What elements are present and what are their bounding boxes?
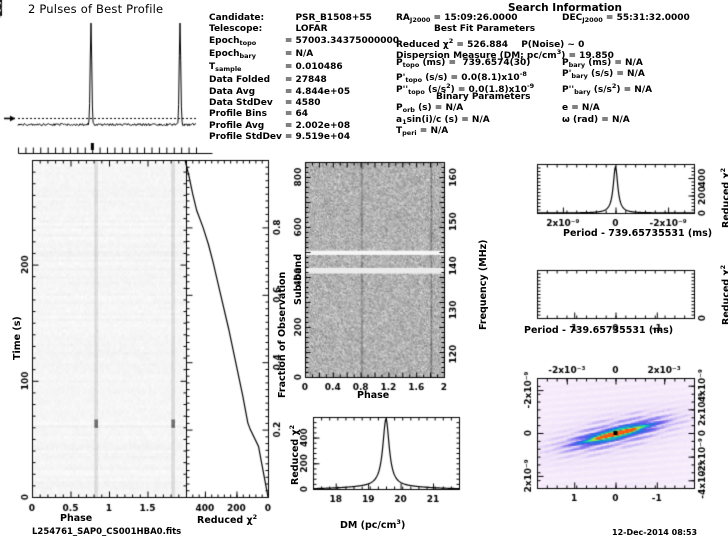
data-stddev-eq: =	[284, 98, 293, 109]
profile-bins-label: Profile Bins	[209, 109, 267, 120]
asini-label: a1sin(i)/c (s) =	[396, 114, 472, 126]
profile-avg-eq: =	[284, 120, 293, 131]
data-folded-value: 27848	[295, 75, 327, 86]
porb-label: Porb (s) =	[396, 103, 446, 115]
pdot-bary-label: P'bary (s/s) =	[562, 69, 628, 81]
candidate-info-row: Epochtopo = 57003.34375000000	[209, 36, 399, 49]
epoch-topo-value: 57003.34375000000	[295, 35, 400, 46]
telescope-value: LOFAR	[295, 24, 328, 35]
eccentricity-value: N/A	[581, 103, 600, 114]
t-sample-value: 0.010486	[295, 62, 343, 73]
candidate-info-row: Profile Bins = 64	[209, 109, 399, 120]
omega-value: N/A	[611, 114, 630, 125]
cumchi2-xlabel: Reduced χ2	[197, 513, 258, 526]
telescope-eq	[285, 24, 296, 35]
candidate-info-row: Data Folded = 27848	[209, 75, 399, 86]
profile-avg-value: 2.002e+08	[295, 120, 351, 131]
eccentricity-label: e =	[562, 103, 582, 114]
omega-label: ω (rad) =	[562, 114, 612, 125]
epoch-bary-value: N/A	[295, 48, 314, 59]
render-datestamp: 12-Dec-2014 08:53	[612, 528, 698, 537]
timephase-ylabel: Time (s)	[12, 316, 23, 360]
cumchi2-ylabel: Fraction of Observation	[277, 271, 288, 398]
epoch-bary-label: Epochbary	[209, 48, 256, 60]
pdot-xlabel: Period - 739.65735531 (ms)	[563, 228, 713, 239]
data-folded-eq: =	[284, 75, 293, 86]
period-ylabel: Reduced χ2	[719, 264, 728, 325]
pddot-topo-row: P''topo (s/s2) = 0.0(1.8)x10-9 P''bary (…	[396, 81, 728, 96]
t-sample-eq: =	[284, 62, 293, 73]
t-sample-label: Tsample	[209, 62, 242, 74]
candidate-label: Candidate:	[209, 13, 265, 23]
asini-value: N/A	[471, 114, 490, 125]
best-fit-heading-row: Best Fit Parameters	[396, 24, 728, 35]
candidate-info-row: Telescope: LOFAR	[209, 24, 399, 35]
epoch-topo-eq: =	[284, 35, 293, 46]
data-avg-eq: =	[284, 86, 293, 97]
pdot-bary-value: N/A	[627, 69, 645, 80]
profile-bins-eq: =	[284, 109, 293, 120]
tperi-value: N/A	[430, 125, 449, 136]
pdot-topo-row: P'topo (s/s) = 0.0(8.1)x10-8 P'bary (s/s…	[396, 69, 728, 84]
tperi-label: Tperi =	[396, 125, 431, 137]
binary-heading-row: Binary Parameters	[396, 92, 728, 103]
epoch-topo-label: Epochtopo	[209, 35, 257, 47]
profile-stddev-label: Profile StdDev	[209, 131, 282, 142]
dm-ylabel: Reduced χ2	[288, 424, 301, 485]
profile-avg-label: Profile Avg	[209, 120, 265, 131]
tperi-row: Tperi = N/A	[396, 126, 728, 137]
data-folded-label: Data Folded	[209, 75, 271, 86]
p-topo-label: Ptopo (ms) =	[396, 58, 463, 70]
ra-dec-row: RAJ2000 = 15:09:26.0000 DECJ2000 = 55:31…	[396, 13, 728, 24]
p-bary-label: Pbary (ms) =	[562, 58, 625, 70]
ra-value: 15:09:26.0000	[444, 13, 518, 23]
pdot-ylabel: Reduced χ2	[719, 167, 728, 228]
candidate-info-row: Candidate: PSR_B1508+55	[209, 13, 399, 24]
dm-xlabel: DM (pc/cm3)	[340, 518, 406, 531]
candidate-info-row: Data Avg = 4.844e+05	[209, 87, 399, 98]
omega-entry: ω (rad) = N/A	[562, 115, 630, 126]
p-topo-value: 739.6574(30)	[462, 58, 531, 69]
subband-ylabel-right: Frequency (MHz)	[478, 239, 489, 330]
candidate-info-row: Epochbary = N/A	[209, 49, 399, 62]
best-fit-parameters-heading: Best Fit Parameters	[434, 24, 536, 35]
candidate-info-row: Profile Avg = 2.002e+08	[209, 121, 399, 132]
subband-xlabel: Phase	[357, 390, 390, 401]
profile-panel-title: 2 Pulses of Best Profile	[28, 2, 164, 16]
search-information-block: RAJ2000 = 15:09:26.0000 DECJ2000 = 55:31…	[396, 13, 728, 137]
candidate-info-row: Tsample = 0.010486	[209, 62, 399, 75]
candidate-info-block: Candidate: PSR_B1508+55 Telescope: LOFAR…	[209, 13, 399, 143]
candidate-info-row: Data StdDev = 4580	[209, 98, 399, 109]
candidate-value: PSR_B1508+55	[295, 13, 372, 23]
data-avg-label: Data Avg	[209, 86, 256, 97]
candidate-eq	[285, 13, 296, 24]
period-xlabel: Period - 739.65735531 (ms)	[524, 325, 674, 336]
ra-label: RAJ2000 =	[396, 13, 445, 24]
asini-row: a1sin(i)/c (s) = N/A ω (rad) = N/A	[396, 115, 728, 126]
porb-row: Porb (s) = N/A e = N/A	[396, 103, 728, 114]
dec-value: 55:31:32.0000	[616, 13, 690, 23]
dm-row: Dispersion Measure (DM; pc/cm3) = 19.850	[396, 47, 728, 61]
porb-value: N/A	[445, 103, 464, 114]
p-topo-row: Ptopo (ms) = 739.6574(30) Pbary (ms) = N…	[396, 58, 728, 69]
eccentricity-entry: e = N/A	[562, 103, 600, 114]
subband-ylabel: Sub-band	[293, 253, 304, 305]
data-stddev-label: Data StdDev	[209, 98, 273, 109]
profile-stddev-eq: =	[284, 131, 293, 142]
source-filename: L254761_SAP0_CS001HBA0.fits	[32, 527, 182, 537]
binary-parameters-heading: Binary Parameters	[436, 92, 531, 103]
p-bary-value: N/A	[625, 58, 643, 69]
dec-label: DECJ2000 =	[562, 13, 617, 24]
data-avg-value: 4.844e+05	[295, 86, 351, 97]
candidate-info-row: Profile StdDev = 9.519e+04	[209, 132, 399, 143]
epoch-bary-eq: =	[284, 48, 293, 59]
reduced-chi2-row: Reduced χ2 = 526.884 P(Noise) ~ 0	[396, 36, 728, 50]
data-stddev-value: 4580	[295, 98, 321, 109]
profile-bins-value: 64	[295, 109, 308, 120]
timephase-xlabel: Phase	[60, 513, 93, 524]
profile-stddev-value: 9.519e+04	[295, 131, 351, 142]
telescope-label: Telescope:	[209, 24, 263, 35]
